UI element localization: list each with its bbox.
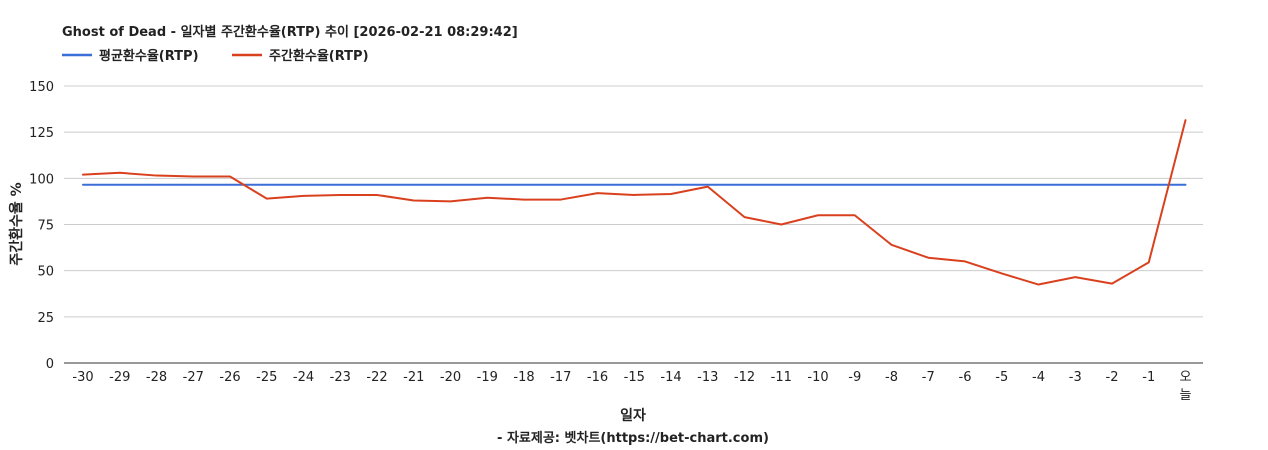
y-tick-label: 0 — [46, 357, 54, 372]
y-tick-labels: 0 25 50 75 100 125 150 — [29, 80, 54, 372]
x-tick-label: -11 — [771, 370, 792, 385]
x-tick-label: -2 — [1106, 370, 1119, 385]
x-tick-labels: -30 -29 -28 -27 -26 -25 -24 -23 -22 -21 -20 -19 -18 -… — [72, 370, 1191, 403]
y-tick-label: 100 — [29, 172, 54, 187]
x-tick-label: -9 — [848, 370, 861, 385]
x-tick-label: -29 — [109, 370, 130, 385]
legend[interactable]: 평균환수율(RTP) 주간환수율(RTP) — [62, 48, 369, 64]
gridlines — [64, 85, 1203, 364]
x-tick-label: -30 — [72, 370, 93, 385]
x-tick-label: -13 — [697, 370, 718, 385]
x-tick-label: -15 — [624, 370, 645, 385]
x-tick-label: -27 — [183, 370, 204, 385]
series-line-weekly — [82, 119, 1187, 286]
legend-item-average[interactable]: 평균환수율(RTP) — [62, 48, 199, 64]
source-credit: - 자료제공: 벳차트(https://bet-chart.com) — [497, 430, 769, 446]
x-tick-label: -6 — [959, 370, 972, 385]
x-tick-label: -25 — [256, 370, 277, 385]
x-tick-label: -23 — [330, 370, 351, 385]
x-tick-label: -14 — [660, 370, 681, 385]
x-tick-label: -21 — [403, 370, 424, 385]
x-tick-label: -16 — [587, 370, 608, 385]
x-tick-label: -5 — [995, 370, 1008, 385]
series-layer — [82, 119, 1187, 286]
x-tick-label: -1 — [1142, 370, 1155, 385]
y-tick-label: 50 — [37, 265, 54, 280]
x-tick-label: -28 — [146, 370, 167, 385]
x-tick-label: -10 — [807, 370, 828, 385]
x-tick-label: -26 — [219, 370, 240, 385]
x-tick-label: -20 — [440, 370, 461, 385]
x-tick-label: -7 — [922, 370, 935, 385]
x-tick-label: -19 — [477, 370, 498, 385]
x-tick-label: -24 — [293, 370, 314, 385]
x-tick-label: -8 — [885, 370, 898, 385]
y-tick-label: 125 — [29, 126, 54, 141]
x-tick-label: -4 — [1032, 370, 1045, 385]
x-tick-label: -3 — [1069, 370, 1082, 385]
x-tick-label: -17 — [550, 370, 571, 385]
legend-item-weekly[interactable]: 주간환수율(RTP) — [232, 48, 369, 64]
y-axis-title: 주간환수율 % — [8, 182, 25, 265]
chart-title: Ghost of Dead - 일자별 주간환수율(RTP) 추이 [2026-… — [62, 24, 518, 40]
x-tick-label: -12 — [734, 370, 755, 385]
legend-label-weekly: 주간환수율(RTP) — [269, 48, 369, 64]
x-tick-label: -22 — [366, 370, 387, 385]
y-tick-label: 25 — [37, 311, 54, 326]
x-axis-title: 일자 — [620, 408, 646, 424]
y-tick-label: 75 — [37, 219, 54, 234]
y-tick-label: 150 — [29, 80, 54, 95]
x-tick-label: -18 — [513, 370, 534, 385]
legend-label-average: 평균환수율(RTP) — [99, 48, 199, 64]
